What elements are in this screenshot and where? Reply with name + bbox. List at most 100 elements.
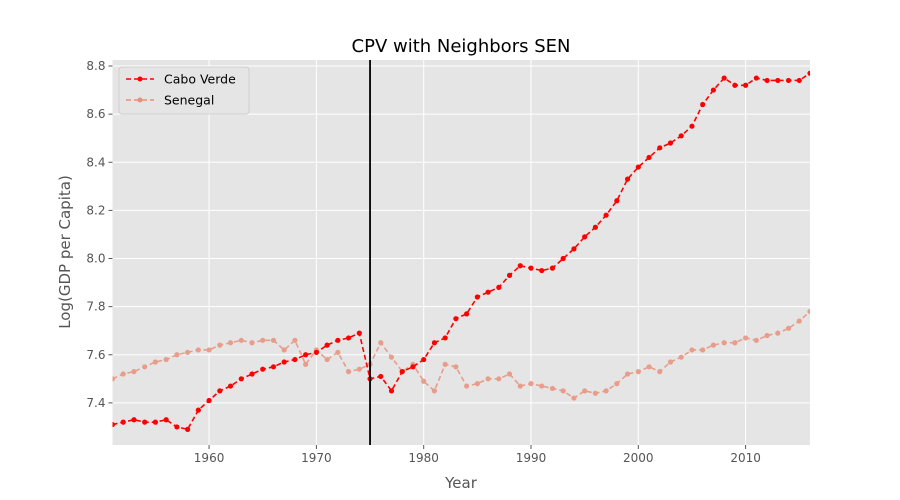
- data-point-senegal: [324, 356, 330, 363]
- data-point-senegal: [378, 340, 384, 346]
- data-point-cabo-verde: [260, 366, 266, 372]
- data-point-cabo-verde: [292, 356, 298, 363]
- data-point-senegal: [335, 349, 341, 355]
- data-point-senegal: [517, 383, 523, 389]
- data-point-senegal: [442, 361, 448, 367]
- data-point-senegal: [796, 318, 802, 324]
- data-point-cabo-verde: [764, 77, 770, 84]
- data-point-cabo-verde: [485, 289, 491, 295]
- data-point-cabo-verde: [614, 198, 620, 204]
- data-point-cabo-verde: [624, 176, 631, 182]
- data-point-cabo-verde: [217, 388, 223, 394]
- data-point-cabo-verde: [388, 388, 395, 394]
- data-point-senegal: [227, 340, 234, 346]
- y-tick-label: 8.6: [86, 107, 105, 121]
- data-point-senegal: [496, 376, 502, 382]
- data-point-senegal: [700, 347, 706, 353]
- data-point-cabo-verde: [431, 340, 438, 346]
- data-point-senegal: [270, 337, 277, 343]
- data-point-senegal: [657, 369, 663, 375]
- data-point-cabo-verde: [689, 123, 695, 129]
- y-tick-label: 8.0: [86, 252, 105, 266]
- data-point-senegal: [303, 361, 309, 367]
- data-point-senegal: [195, 347, 201, 353]
- data-point-senegal: [807, 308, 810, 315]
- data-point-senegal: [635, 369, 641, 375]
- data-point-cabo-verde: [185, 426, 191, 432]
- data-point-senegal: [560, 388, 566, 394]
- data-point-senegal: [292, 337, 298, 343]
- data-point-senegal: [163, 356, 169, 363]
- data-point-cabo-verde: [131, 417, 137, 423]
- data-point-senegal: [689, 347, 695, 353]
- data-point-senegal: [549, 385, 556, 392]
- data-point-senegal: [345, 369, 352, 375]
- data-point-cabo-verde: [539, 267, 545, 274]
- data-point-senegal: [185, 349, 191, 355]
- data-point-senegal: [743, 335, 749, 341]
- data-point-senegal: [506, 371, 513, 377]
- data-point-senegal: [464, 383, 470, 389]
- data-point-cabo-verde: [345, 335, 352, 341]
- series-layer: [112, 70, 810, 432]
- data-point-senegal: [721, 340, 727, 346]
- data-point-senegal: [539, 383, 545, 389]
- plot-background: [112, 60, 810, 445]
- data-point-cabo-verde: [775, 77, 781, 84]
- data-point-cabo-verde: [195, 407, 201, 413]
- data-point-cabo-verde: [163, 417, 169, 423]
- data-point-cabo-verde: [281, 359, 287, 365]
- data-point-cabo-verde: [356, 330, 362, 336]
- data-point-cabo-verde: [270, 364, 277, 370]
- data-point-senegal: [764, 332, 770, 339]
- data-point-cabo-verde: [582, 234, 588, 240]
- data-point-senegal: [646, 364, 652, 370]
- legend: Cabo Verde Senegal: [118, 66, 250, 115]
- data-point-cabo-verde: [410, 364, 416, 370]
- data-point-senegal: [775, 330, 781, 336]
- legend-marker-senegal: [137, 97, 143, 103]
- data-point-senegal: [152, 359, 159, 365]
- data-point-cabo-verde: [721, 75, 727, 81]
- x-axis-label: Year: [444, 474, 478, 492]
- data-point-cabo-verde: [120, 419, 126, 425]
- data-point-cabo-verde: [453, 316, 459, 322]
- data-point-cabo-verde: [657, 145, 663, 151]
- data-point-cabo-verde: [549, 265, 556, 271]
- data-point-cabo-verde: [667, 140, 674, 146]
- data-point-senegal: [667, 359, 674, 365]
- data-point-senegal: [582, 388, 588, 394]
- data-point-cabo-verde: [646, 154, 652, 161]
- data-point-senegal: [710, 342, 717, 348]
- data-point-cabo-verde: [796, 77, 802, 84]
- data-point-cabo-verde: [743, 82, 749, 88]
- data-point-senegal: [112, 376, 116, 382]
- data-point-senegal: [120, 371, 126, 377]
- x-tick-label: 1960: [194, 451, 225, 465]
- data-point-senegal: [249, 340, 255, 346]
- data-point-senegal: [421, 378, 427, 384]
- data-point-cabo-verde: [313, 349, 319, 355]
- y-tick-label: 7.8: [86, 300, 105, 314]
- data-point-cabo-verde: [112, 421, 116, 428]
- data-point-senegal: [753, 337, 759, 343]
- data-point-senegal: [603, 388, 609, 394]
- data-point-senegal: [174, 352, 180, 358]
- data-point-cabo-verde: [464, 311, 470, 317]
- data-point-cabo-verde: [732, 82, 738, 88]
- data-point-senegal: [592, 390, 598, 396]
- data-point-senegal: [474, 381, 480, 387]
- data-point-senegal: [624, 371, 631, 377]
- series-cabo-verde: [112, 70, 810, 432]
- data-point-senegal: [571, 395, 577, 401]
- x-tick-label: 1990: [516, 451, 547, 465]
- data-point-cabo-verde: [249, 371, 255, 377]
- data-point-cabo-verde: [560, 255, 566, 262]
- data-point-cabo-verde: [474, 294, 480, 300]
- data-point-senegal: [785, 325, 792, 331]
- y-tick-label: 8.2: [86, 203, 105, 217]
- data-point-cabo-verde: [378, 373, 384, 380]
- data-point-cabo-verde: [421, 356, 427, 363]
- data-point-senegal: [732, 340, 738, 346]
